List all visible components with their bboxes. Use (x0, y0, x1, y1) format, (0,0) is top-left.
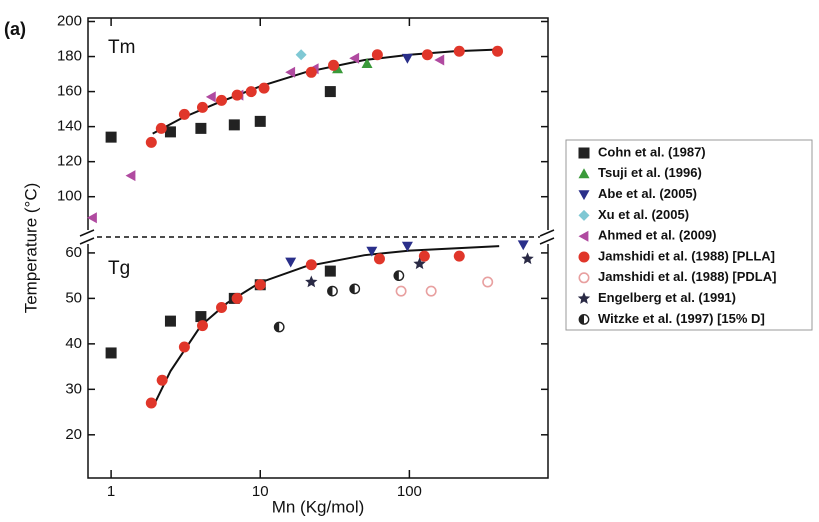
marker-circle (216, 302, 227, 313)
marker-circle (255, 279, 266, 290)
marker-triangle (206, 91, 216, 102)
legend-label: Cohn et al. (1987) (598, 144, 706, 159)
marker-circle (197, 320, 208, 331)
marker-circle (492, 46, 503, 57)
y-tick-label: 30 (65, 380, 82, 397)
marker-circle (454, 46, 465, 57)
panel-label: Tm (108, 37, 135, 58)
y-tick-label: 200 (57, 12, 82, 29)
marker-half-circle (275, 322, 284, 331)
marker-half-circle (328, 286, 337, 295)
marker-circle (216, 95, 227, 106)
y-tick-label: 20 (65, 426, 82, 443)
marker-star (305, 276, 317, 288)
marker-circle (146, 137, 157, 148)
legend-item: Witzke et al. (1997) [15% D] (579, 311, 764, 326)
marker-circle (179, 342, 190, 353)
chart: (a) Mn (Kg/mol) Temperature (°C) 1 10 100 T… (0, 0, 819, 522)
marker-circle (306, 259, 317, 270)
marker-half-circle (350, 284, 359, 293)
marker-square (106, 132, 117, 143)
marker-square (195, 123, 206, 134)
x-axis-label: Mn (Kg/mol) (272, 497, 365, 516)
legend-label: Ahmed et al. (2009) (598, 228, 717, 243)
legend-label: Witzke et al. (1997) [15% D] (598, 311, 765, 326)
marker-square (106, 347, 117, 358)
marker-circle-open (579, 273, 588, 282)
legend-label: Engelberg et al. (1991) (598, 290, 736, 305)
marker-half-circle (394, 271, 403, 280)
y-tick-label: 60 (65, 244, 82, 261)
marker-circle (179, 109, 190, 120)
marker-circle (372, 49, 383, 60)
legend-item: Ahmed et al. (2009) (579, 228, 717, 243)
y-tick-label: 100 (57, 188, 82, 205)
marker-circle (579, 252, 590, 263)
panel-label: Tg (108, 258, 130, 279)
panel-label: (a) (4, 19, 26, 39)
legend-label: Xu et al. (2005) (598, 207, 689, 222)
legend-label: Jamshidi et al. (1988) [PDLA] (598, 269, 776, 284)
y-tick-label: 50 (65, 289, 82, 306)
marker-circle (246, 86, 257, 97)
y-tick-label: 160 (57, 83, 82, 100)
marker-triangle (402, 54, 413, 64)
marker-triangle (518, 240, 529, 250)
marker-circle (422, 49, 433, 60)
marker-circle (259, 83, 270, 94)
marker-circle (157, 375, 168, 386)
marker-square (229, 119, 240, 130)
y-tick-label: 120 (57, 153, 82, 170)
marker-square (325, 86, 336, 97)
legend-item: Jamshidi et al. (1988) [PDLA] (579, 269, 776, 284)
marker-diamond (296, 49, 307, 60)
y-tick-label: 180 (57, 48, 82, 65)
marker-square (325, 266, 336, 277)
marker-triangle (434, 55, 444, 66)
marker-half-circle (579, 315, 588, 324)
marker-circle-open (396, 286, 405, 295)
marker-circle (197, 102, 208, 113)
marker-square (255, 116, 266, 127)
marker-square (579, 148, 590, 159)
marker-circle (306, 67, 317, 78)
legend-label: Abe et al. (2005) (598, 186, 697, 201)
marker-circle-open (483, 277, 492, 286)
y-axis-label: Temperature (°C) (21, 183, 40, 314)
marker-circle (328, 60, 339, 71)
marker-circle (374, 253, 385, 264)
x-tick-label: 100 (397, 483, 422, 500)
legend-item: Cohn et al. (1987) (579, 144, 706, 159)
marker-circle (232, 90, 243, 101)
marker-circle (156, 123, 167, 134)
marker-circle (454, 251, 465, 262)
x-tick-label: 10 (252, 483, 269, 500)
y-tick-label: 40 (65, 335, 82, 352)
legend-item: Engelberg et al. (1991) (578, 290, 736, 305)
marker-square (165, 316, 176, 327)
marker-star (521, 252, 533, 264)
x-tick-label: 1 (107, 483, 115, 500)
marker-circle (146, 397, 157, 408)
marker-circle (232, 293, 243, 304)
marker-triangle (126, 170, 136, 181)
y-tick-label: 140 (57, 118, 82, 135)
marker-triangle (285, 258, 296, 268)
marker-circle-open (426, 286, 435, 295)
legend-item: Jamshidi et al. (1988) [PLLA] (579, 248, 776, 263)
legend-label: Tsuji et al. (1996) (598, 165, 702, 180)
legend-label: Jamshidi et al. (1988) [PLLA] (598, 248, 775, 263)
